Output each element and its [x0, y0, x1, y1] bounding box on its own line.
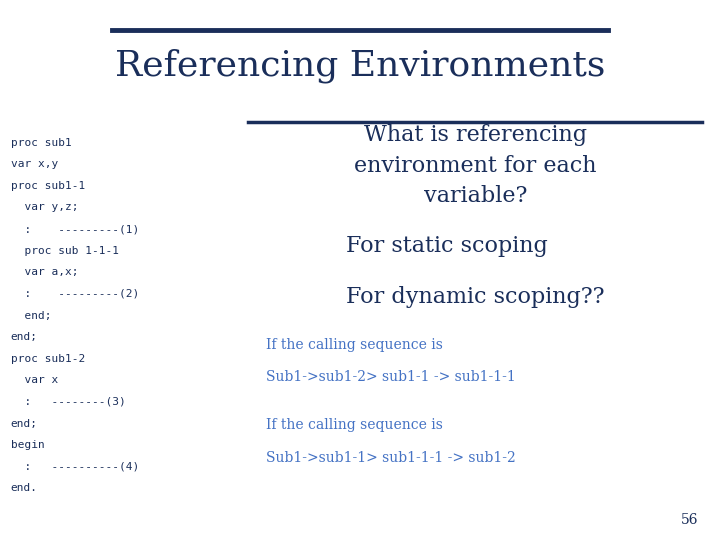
Text: Referencing Environments: Referencing Environments	[114, 49, 606, 83]
Text: end.: end.	[11, 483, 37, 494]
Text: :    ---------(2): : ---------(2)	[11, 289, 139, 299]
Text: var x,y: var x,y	[11, 159, 58, 170]
Text: end;: end;	[11, 332, 37, 342]
Text: :   ----------(4): : ----------(4)	[11, 462, 139, 472]
Text: Sub1->sub1-2> sub1-1 -> sub1-1-1: Sub1->sub1-2> sub1-1 -> sub1-1-1	[266, 370, 516, 384]
Text: begin: begin	[11, 440, 45, 450]
Text: var y,z;: var y,z;	[11, 202, 78, 213]
Text: proc sub1-1: proc sub1-1	[11, 181, 85, 191]
Text: var a,x;: var a,x;	[11, 267, 78, 278]
Text: proc sub1: proc sub1	[11, 138, 71, 148]
Text: var x: var x	[11, 375, 58, 386]
Text: If the calling sequence is: If the calling sequence is	[266, 418, 444, 433]
Text: :    ---------(1): : ---------(1)	[11, 224, 139, 234]
Text: end;: end;	[11, 310, 51, 321]
Text: For static scoping: For static scoping	[346, 235, 547, 257]
Text: For dynamic scoping??: For dynamic scoping??	[346, 286, 604, 308]
Text: end;: end;	[11, 418, 37, 429]
Text: 56: 56	[681, 512, 698, 526]
Text: proc sub1-2: proc sub1-2	[11, 354, 85, 364]
Text: Sub1->sub1-1> sub1-1-1 -> sub1-2: Sub1->sub1-1> sub1-1-1 -> sub1-2	[266, 451, 516, 465]
Text: What is referencing
environment for each
variable?: What is referencing environment for each…	[354, 124, 596, 207]
Text: If the calling sequence is: If the calling sequence is	[266, 338, 444, 352]
Text: proc sub 1-1-1: proc sub 1-1-1	[11, 246, 119, 256]
Text: :   --------(3): : --------(3)	[11, 397, 125, 407]
